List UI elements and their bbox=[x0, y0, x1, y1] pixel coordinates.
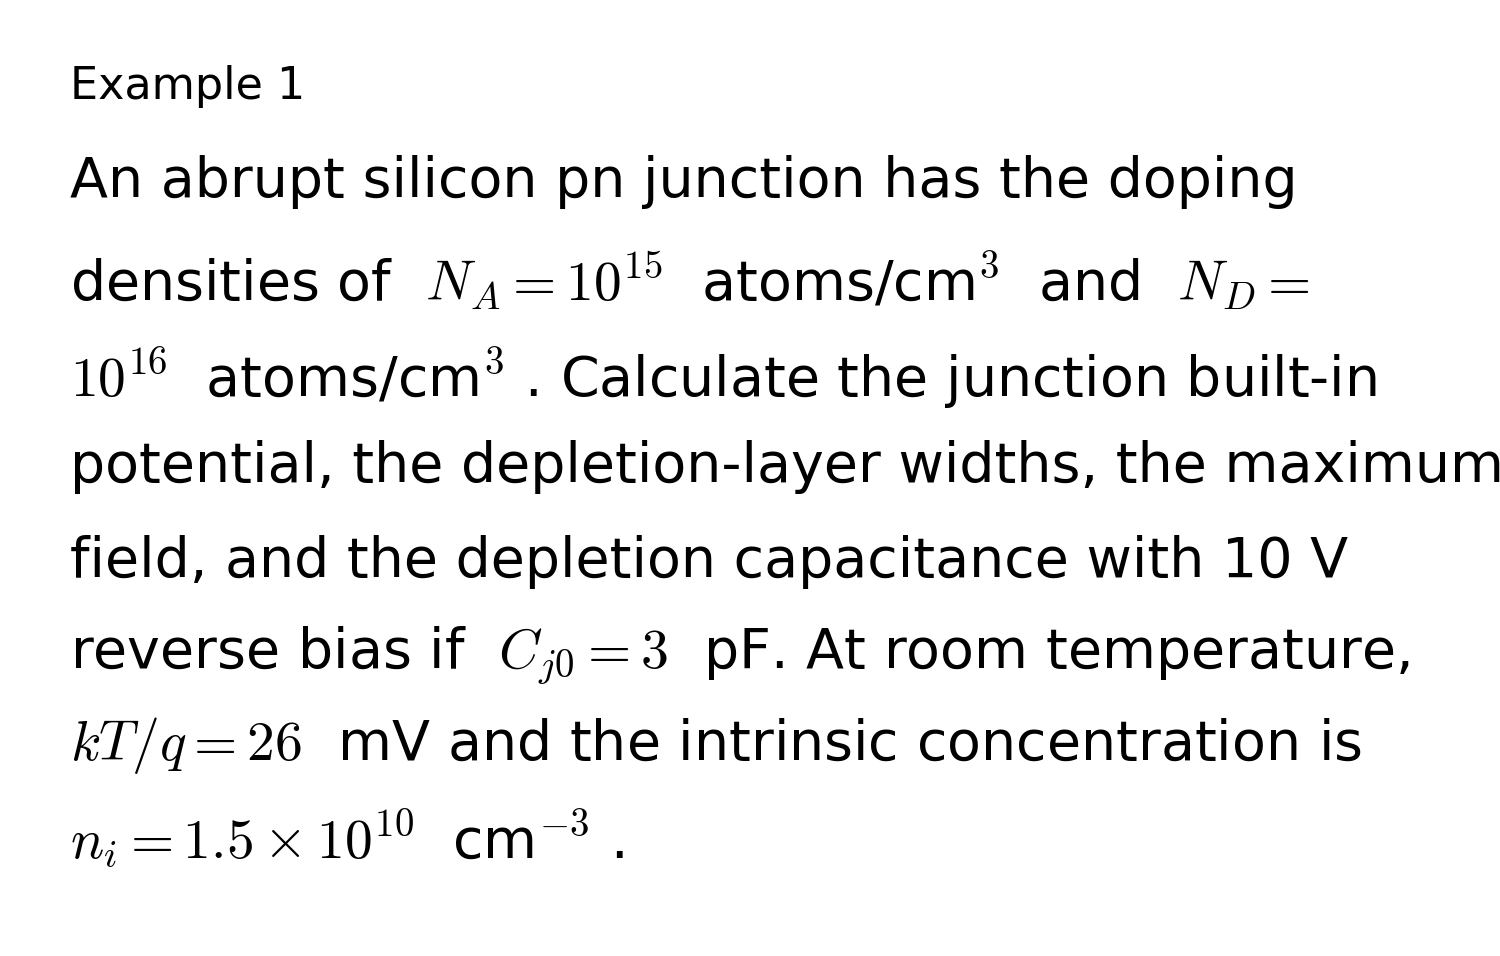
Text: field, and the depletion capacitance with 10 V: field, and the depletion capacitance wit… bbox=[70, 535, 1348, 589]
Text: An abrupt silicon pn junction has the doping: An abrupt silicon pn junction has the do… bbox=[70, 155, 1298, 209]
Text: $kT/q = 26$  mV and the intrinsic concentration is: $kT/q = 26$ mV and the intrinsic concent… bbox=[70, 715, 1362, 776]
Text: potential, the depletion-layer widths, the maximum: potential, the depletion-layer widths, t… bbox=[70, 440, 1500, 494]
Text: Example 1: Example 1 bbox=[70, 65, 306, 108]
Text: reverse bias if  $C_{j0} = 3$  pF. At room temperature,: reverse bias if $C_{j0} = 3$ pF. At room… bbox=[70, 625, 1410, 686]
Text: densities of  $N_A = 10^{15}$  atoms/cm$^3$  and  $N_D =$: densities of $N_A = 10^{15}$ atoms/cm$^3… bbox=[70, 250, 1310, 314]
Text: $n_i = 1.5 \times 10^{10}$  cm$^{-3}$ .: $n_i = 1.5 \times 10^{10}$ cm$^{-3}$ . bbox=[70, 808, 624, 871]
Text: $10^{16}$  atoms/cm$^3$ . Calculate the junction built-in: $10^{16}$ atoms/cm$^3$ . Calculate the j… bbox=[70, 345, 1377, 412]
